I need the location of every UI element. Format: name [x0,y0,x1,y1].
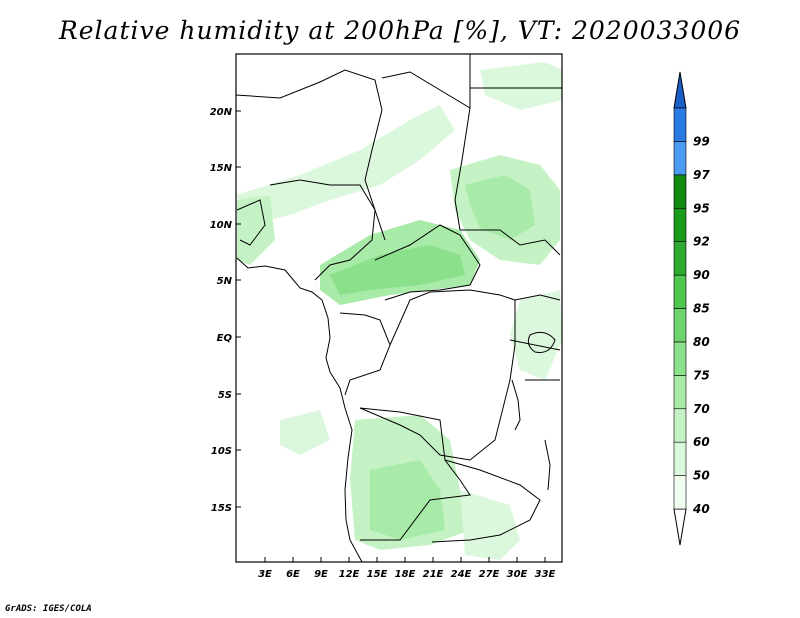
lon-label: 15E [367,569,388,580]
border-angola [359,407,471,541]
lon-ticks [264,557,546,562]
colorbar-cell [673,475,687,510]
map-frame [235,53,563,563]
colorbar-label: 40 [692,502,710,516]
colorbar-label: 85 [693,302,710,316]
lat-label: 10S [211,446,232,457]
colorbar-cell [673,174,687,209]
lake-malawi [544,439,551,491]
lat-label: 5S [218,390,232,401]
lat-label: EQ [217,333,233,344]
lake-victoria [527,331,556,353]
colorbar-cell [673,274,687,309]
colorbar-label: 80 [693,335,710,349]
lat-tick-labels: 20N 15N 10N 5N EQ 5S 10S 15S [210,107,233,514]
colorbar-label: 60 [693,435,710,449]
coastline-west-africa [236,257,363,563]
colorbar-label: 90 [693,268,710,282]
shade-east-africa [510,290,562,380]
lon-label: 18E [395,569,416,580]
border-east [509,294,561,381]
shade-central-core [330,245,465,295]
lon-label: 30E [507,569,528,580]
lat-label: 15S [211,503,232,514]
shade-southeast [460,490,520,560]
shade-southwest [280,410,330,455]
lon-label: 24E [451,569,472,580]
shade-east-core [465,175,535,240]
border-sudan [469,54,562,108]
colorbar-cell [673,207,687,242]
lat-label: 10N [210,220,233,231]
border-zambia [431,459,541,543]
colorbar: 40 50 60 70 75 80 85 90 92 95 97 99 [673,71,710,546]
colorbar-cell [673,308,687,343]
lon-label: 12E [339,569,360,580]
colorbar-label: 92 [693,235,710,249]
colorbar-cell [673,375,687,410]
lon-label: 6E [286,569,300,580]
colorbar-cell [673,408,687,443]
shade-sahel [236,105,455,225]
lat-label: 5N [217,276,233,287]
border-niger-chad [381,71,471,231]
colorbar-cell [673,141,687,176]
shade-south-core [370,460,445,540]
border-south-sudan [460,229,561,256]
lon-label: 33E [535,569,556,580]
colorbar-label: 50 [693,469,710,483]
shade-west [237,195,275,265]
country-borders [235,54,562,563]
colorbar-bottom-arrow [673,508,687,546]
colorbar-label: 95 [693,201,710,215]
lon-label: 27E [479,569,500,580]
lake-tanganyika [511,379,521,431]
lon-label: 21E [423,569,444,580]
colorbar-top-arrow [673,71,687,109]
lat-label: 20N [210,107,233,118]
lat-ticks [236,110,241,508]
colorbar-label: 97 [693,168,710,182]
border-car [374,224,481,301]
border-congo [339,312,391,396]
border-drc [359,289,516,461]
colorbar-label: 75 [693,368,710,382]
border-west-small [236,199,266,246]
border-sahara-north [235,69,386,241]
colorbar-cell [673,107,687,142]
lon-label: 9E [314,569,328,580]
colorbar-label: 99 [693,134,710,148]
colorbar-label: 70 [693,402,710,416]
colorbar-cell [673,341,687,376]
lon-tick-labels: 3E 6E 9E 12E 15E 18E 21E 24E 27E 30E 33E [258,569,555,580]
colorbar-cell [673,441,687,476]
humidity-shading [236,62,562,560]
shade-north-east [480,62,562,110]
colorbar-cell [673,241,687,276]
map-title: Relative humidity at 200hPa [%], VT: 202… [58,16,742,45]
lat-label: 15N [210,163,233,174]
grads-credit: GrADS: IGES/COLA [5,604,92,614]
lon-label: 3E [258,569,272,580]
border-nigeria [269,179,376,281]
